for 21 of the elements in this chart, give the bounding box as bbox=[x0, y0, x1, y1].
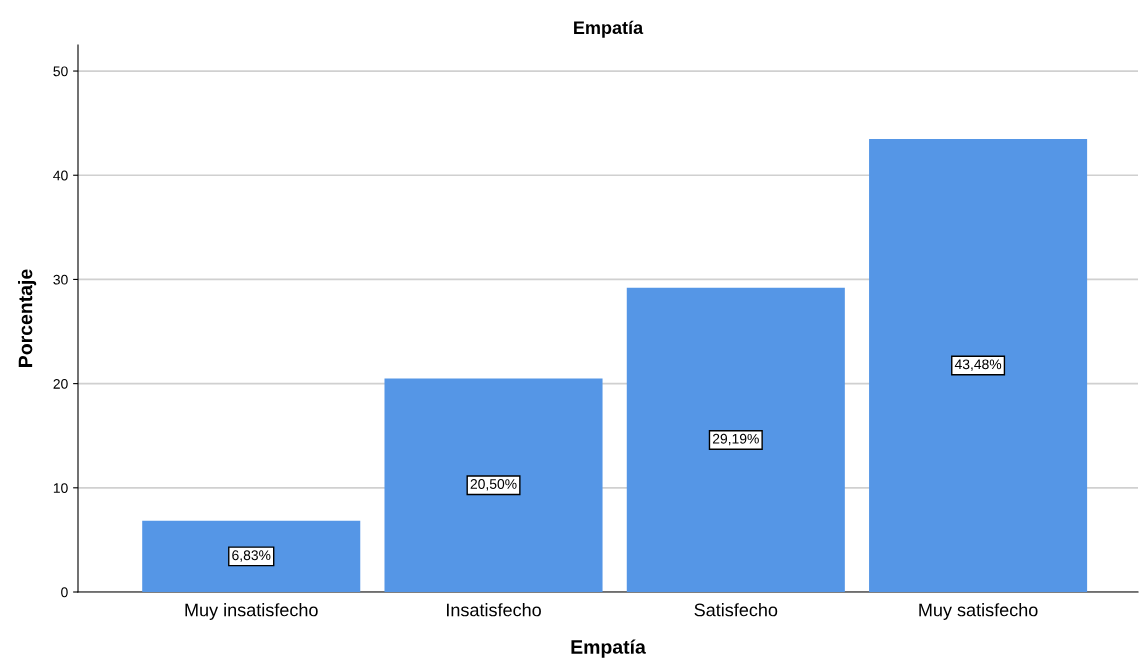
bar bbox=[142, 520, 361, 592]
y-tick-label: 20 bbox=[53, 378, 68, 389]
bar bbox=[384, 378, 603, 592]
data-label: 20,50% bbox=[470, 479, 517, 491]
x-tick-label: Satisfecho bbox=[694, 603, 778, 617]
x-tick-label: Muy satisfecho bbox=[919, 603, 1038, 620]
x-axis-title: Empatía bbox=[571, 639, 646, 658]
data-label: 29,19% bbox=[712, 433, 759, 446]
y-tick-label: 50 bbox=[53, 66, 68, 77]
y-tick-label: 0 bbox=[61, 587, 68, 598]
data-label: 6,83% bbox=[232, 550, 271, 562]
y-tick-label: 40 bbox=[53, 170, 68, 181]
data-label: 43,48% bbox=[954, 359, 1002, 371]
x-tick-label: Insatisfecho bbox=[447, 603, 541, 617]
y-axis-title: Porcentaje bbox=[18, 269, 37, 367]
chart-title: Empatía bbox=[574, 20, 644, 38]
bar bbox=[869, 138, 1088, 592]
y-tick-label: 30 bbox=[53, 274, 68, 285]
bar bbox=[626, 287, 845, 592]
x-tick-label: Muy insatisfecho bbox=[185, 603, 318, 620]
y-tick-label: 10 bbox=[53, 483, 68, 493]
